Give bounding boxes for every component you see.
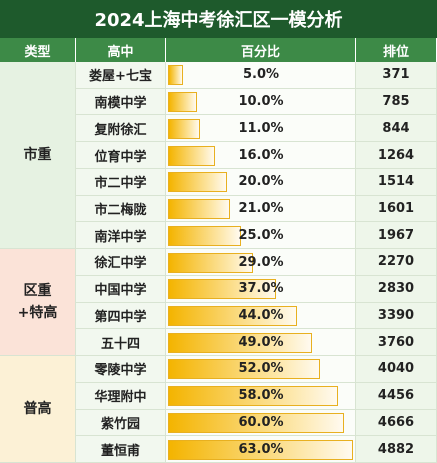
percent-cell (166, 62, 356, 89)
data-bar (168, 252, 253, 273)
percent: 58.0% (238, 388, 284, 404)
data-bar (168, 386, 338, 407)
percent: 63.0% (238, 441, 284, 457)
data-bar (168, 359, 321, 380)
school: 徐汇中学 (76, 249, 166, 276)
data-bar (168, 145, 215, 166)
percent: 25.0% (238, 227, 284, 243)
rank: 4456 (356, 382, 437, 410)
data-bar (168, 332, 312, 353)
school: 南模中学 (76, 88, 166, 116)
data-bar (168, 172, 227, 193)
percent: 21.0% (238, 201, 284, 217)
rank: 1601 (356, 195, 437, 223)
rank: 4882 (356, 436, 437, 463)
rank: 1264 (356, 142, 437, 169)
percent: 20.0% (238, 174, 284, 190)
data-bar (168, 305, 297, 326)
data-bar (168, 92, 198, 113)
percent: 52.0% (238, 361, 284, 377)
rank: 1514 (356, 168, 437, 196)
rank: 785 (356, 88, 437, 116)
percent: 44.0% (238, 307, 284, 323)
percent: 49.0% (238, 334, 284, 350)
rank: 1967 (356, 222, 437, 250)
school: 华理附中 (76, 382, 166, 410)
percent: 10.0% (238, 94, 284, 110)
school: 董恒甫 (76, 436, 166, 463)
data-bar (168, 439, 353, 460)
rank: 4666 (356, 409, 437, 437)
header-cell: 类型 (0, 38, 76, 62)
percent: 11.0% (238, 120, 284, 136)
data-bar (168, 412, 344, 433)
school: 中国中学 (76, 275, 166, 303)
title: 2024上海中考徐汇区一模分析 (0, 0, 437, 38)
percent: 5.0% (242, 67, 280, 83)
school: 紫竹园 (76, 409, 166, 437)
data-bar (168, 199, 230, 220)
percent: 37.0% (238, 281, 284, 297)
rank: 844 (356, 115, 437, 143)
rank: 3390 (356, 302, 437, 330)
school: 娄屋+七宝 (76, 62, 166, 89)
data-bar (168, 118, 201, 139)
data-bar (168, 65, 183, 86)
rank: 2270 (356, 249, 437, 276)
school: 位育中学 (76, 142, 166, 169)
header-cell: 排位 (356, 38, 437, 62)
group-type: 普高 (0, 356, 76, 463)
percent: 60.0% (238, 414, 284, 430)
school: 市二中学 (76, 168, 166, 196)
school: 市二梅陇 (76, 195, 166, 223)
school: 第四中学 (76, 302, 166, 330)
rank: 4040 (356, 356, 437, 383)
header-cell: 百分比 (166, 38, 356, 62)
percent: 29.0% (238, 254, 284, 270)
percent: 16.0% (238, 147, 284, 163)
group-type: 市重 (0, 62, 76, 250)
data-bar (168, 225, 242, 246)
percent-cell (166, 88, 356, 116)
group-type: 区重 +特高 (0, 249, 76, 357)
school: 五十四 (76, 329, 166, 357)
school: 南洋中学 (76, 222, 166, 250)
rank: 2830 (356, 275, 437, 303)
rank: 371 (356, 62, 437, 89)
data-bar (168, 279, 277, 300)
school: 零陵中学 (76, 356, 166, 383)
header-cell: 高中 (76, 38, 166, 62)
school: 复附徐汇 (76, 115, 166, 143)
rank: 3760 (356, 329, 437, 357)
